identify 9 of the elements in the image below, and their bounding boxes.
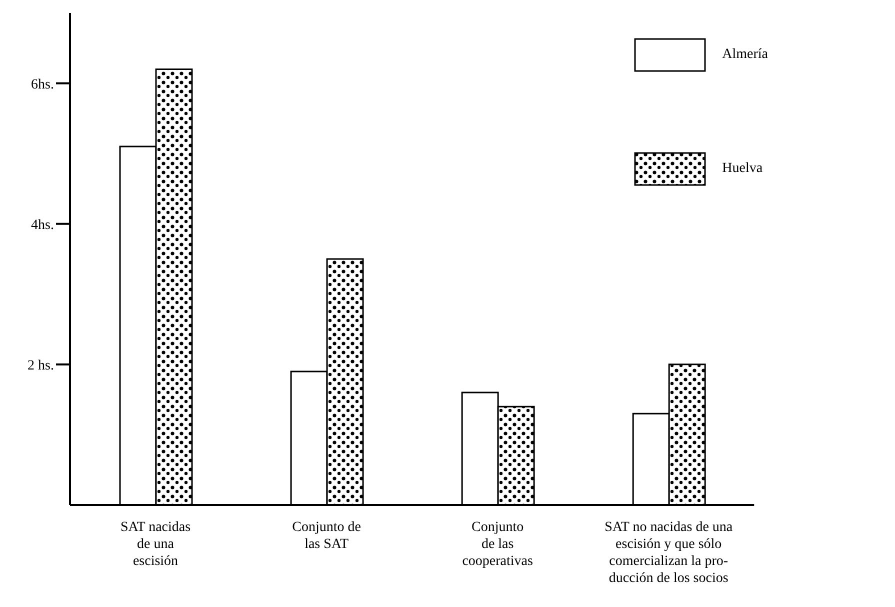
y-tick-label: 6hs.	[31, 77, 54, 92]
x-tick-label: SAT nacidas de una escisión	[120, 520, 191, 569]
y-tick-label: 4hs.	[31, 218, 54, 233]
y-tick-label: 2 hs.	[28, 358, 54, 374]
x-tick-label: SAT no nacidas de una escisión y que sólo comercializan la pro- ducción de los socios	[604, 520, 734, 586]
x-tick-label: Conjunto de las cooperativas	[462, 520, 533, 569]
legend-label: Almería	[722, 47, 768, 63]
legend-label: Huelva	[722, 161, 763, 177]
x-tick-label: Conjunto de las SAT	[292, 520, 361, 552]
